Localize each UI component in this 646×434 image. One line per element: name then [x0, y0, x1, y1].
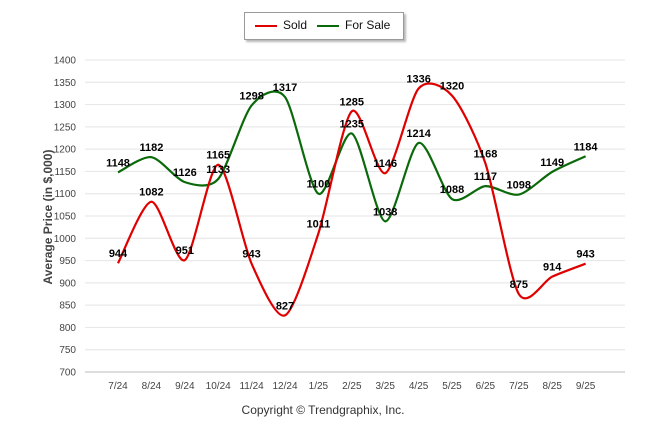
grid-lines: [85, 59, 625, 373]
x-tick-label: 4/25: [409, 381, 429, 392]
y-tick-label: 1400: [54, 56, 77, 67]
data-label-sold: 875: [510, 279, 528, 291]
x-tick-label: 8/24: [142, 381, 162, 392]
x-tick-label: 12/24: [272, 381, 297, 392]
data-label-for-sale: 1133: [206, 164, 230, 176]
data-label-sold: 1336: [406, 74, 430, 86]
y-tick-label: 800: [59, 323, 76, 334]
data-label-for-sale: 1038: [373, 206, 397, 218]
x-tick-label: 9/25: [576, 381, 596, 392]
x-tick-label: 8/25: [542, 381, 562, 392]
legend-label-for-sale: For Sale: [345, 18, 391, 32]
y-tick-label: 850: [59, 301, 76, 312]
x-axis-ticks: 7/24 8/24 9/24 10/24 11/24 12/24 1/25 2/25 3/25 4…: [108, 381, 596, 392]
x-tick-label: 9/24: [175, 381, 195, 392]
data-label-for-sale: 1098: [507, 180, 531, 192]
data-label-sold: 1285: [340, 96, 364, 108]
data-label-sold: 827: [276, 300, 294, 312]
y-tick-label: 950: [59, 256, 76, 267]
y-axis-ticks: 700 750 800 850 900 950 1000 1050 1100 1150 1200 12…: [54, 56, 77, 379]
data-label-for-sale: 1182: [139, 142, 163, 154]
y-tick-label: 750: [59, 345, 76, 356]
data-label-for-sale: 1117: [474, 171, 497, 183]
legend-item-sold[interactable]: Sold: [255, 18, 307, 32]
y-axis-label: Average Price (in $,000): [41, 149, 55, 285]
data-label-for-sale: 1149: [540, 157, 564, 169]
data-label-sold: 944: [109, 248, 128, 260]
data-label-sold: 1320: [440, 81, 464, 93]
x-tick-label: 10/24: [206, 381, 231, 392]
data-label-for-sale: 1184: [574, 141, 599, 153]
data-label-sold: 1168: [473, 148, 497, 160]
data-label-for-sale: 1298: [239, 90, 263, 102]
series-lines: [117, 82, 587, 317]
legend-item-for-sale[interactable]: For Sale: [317, 18, 390, 32]
data-label-for-sale: 1126: [173, 167, 197, 179]
x-tick-label: 3/25: [375, 381, 395, 392]
legend: Sold For Sale: [244, 12, 404, 40]
data-labels: 944 1082 951 1165 943 827 1011 1285 1146 1336 1320…: [106, 74, 598, 313]
data-label-sold: 1082: [139, 187, 163, 199]
data-label-sold: 943: [242, 249, 260, 261]
data-label-sold: 1165: [206, 150, 230, 162]
series-line-sold: [117, 82, 586, 317]
x-tick-label: 2/25: [342, 381, 362, 392]
y-tick-label: 1150: [54, 167, 76, 178]
data-label-sold: 1146: [373, 158, 397, 170]
y-tick-label: 900: [59, 278, 76, 289]
series-line-for-sale: [117, 90, 587, 223]
legend-swatch-for-sale: [317, 24, 339, 27]
data-label-sold: 914: [543, 262, 562, 274]
data-label-for-sale: 1214: [406, 128, 431, 140]
data-label-sold: 943: [576, 249, 594, 261]
data-label-sold: 1011: [306, 218, 330, 230]
y-tick-label: 1050: [54, 212, 77, 223]
y-tick-label: 1300: [54, 100, 77, 111]
x-tick-label: 7/25: [509, 381, 529, 392]
y-tick-label: 1350: [54, 78, 77, 89]
legend-label-sold: Sold: [283, 18, 308, 32]
x-tick-label: 5/25: [442, 381, 462, 392]
data-label-for-sale: 1088: [440, 184, 464, 196]
y-tick-label: 1250: [54, 122, 77, 133]
data-label-for-sale: 1235: [340, 119, 364, 131]
y-tick-label: 1000: [54, 234, 77, 245]
data-label-sold: 951: [176, 245, 194, 257]
y-tick-label: 1200: [54, 145, 77, 156]
x-tick-label: 11/24: [239, 381, 264, 392]
copyright-text: Copyright © Trendgraphix, Inc.: [241, 403, 405, 417]
x-tick-label: 7/24: [108, 381, 128, 392]
legend-swatch-sold: [255, 24, 277, 27]
x-tick-label: 6/25: [476, 381, 496, 392]
data-label-for-sale: 1100: [306, 179, 330, 191]
data-label-for-sale: 1317: [273, 82, 297, 94]
x-tick-label: 1/25: [309, 381, 329, 392]
y-tick-label: 700: [59, 368, 76, 379]
data-label-for-sale: 1148: [106, 157, 130, 169]
y-tick-label: 1100: [54, 189, 76, 200]
